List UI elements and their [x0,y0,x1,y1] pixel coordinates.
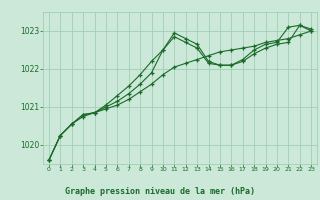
Text: Graphe pression niveau de la mer (hPa): Graphe pression niveau de la mer (hPa) [65,187,255,196]
